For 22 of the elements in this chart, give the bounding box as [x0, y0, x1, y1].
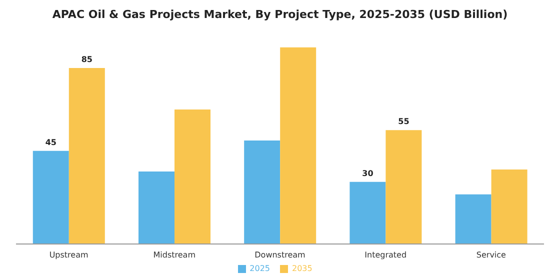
- x-tick-label: Downstream: [254, 250, 306, 260]
- chart-title: APAC Oil & Gas Projects Market, By Project Type, 2025-2035 (USD Billion): [51, 8, 509, 21]
- bar: [455, 194, 492, 244]
- bar: [386, 130, 422, 244]
- bar: [280, 47, 316, 244]
- data-label: 55: [398, 117, 410, 126]
- legend-label: 2025: [250, 264, 270, 273]
- bar: [491, 169, 528, 244]
- x-tick-label: Midstream: [153, 250, 196, 260]
- bar: [174, 109, 210, 244]
- x-tick-label: Upstream: [49, 250, 88, 260]
- x-tick-label: Service: [476, 250, 506, 260]
- data-label: 30: [362, 168, 374, 178]
- bar: [138, 172, 174, 244]
- legend-label: 2035: [292, 264, 312, 273]
- bar: [350, 182, 386, 244]
- bar: [32, 150, 69, 244]
- data-label: 45: [45, 138, 57, 147]
- x-tick-label: Integrated: [364, 250, 407, 260]
- bar: [68, 68, 105, 244]
- bar: [244, 140, 280, 244]
- data-label: 85: [81, 55, 93, 64]
